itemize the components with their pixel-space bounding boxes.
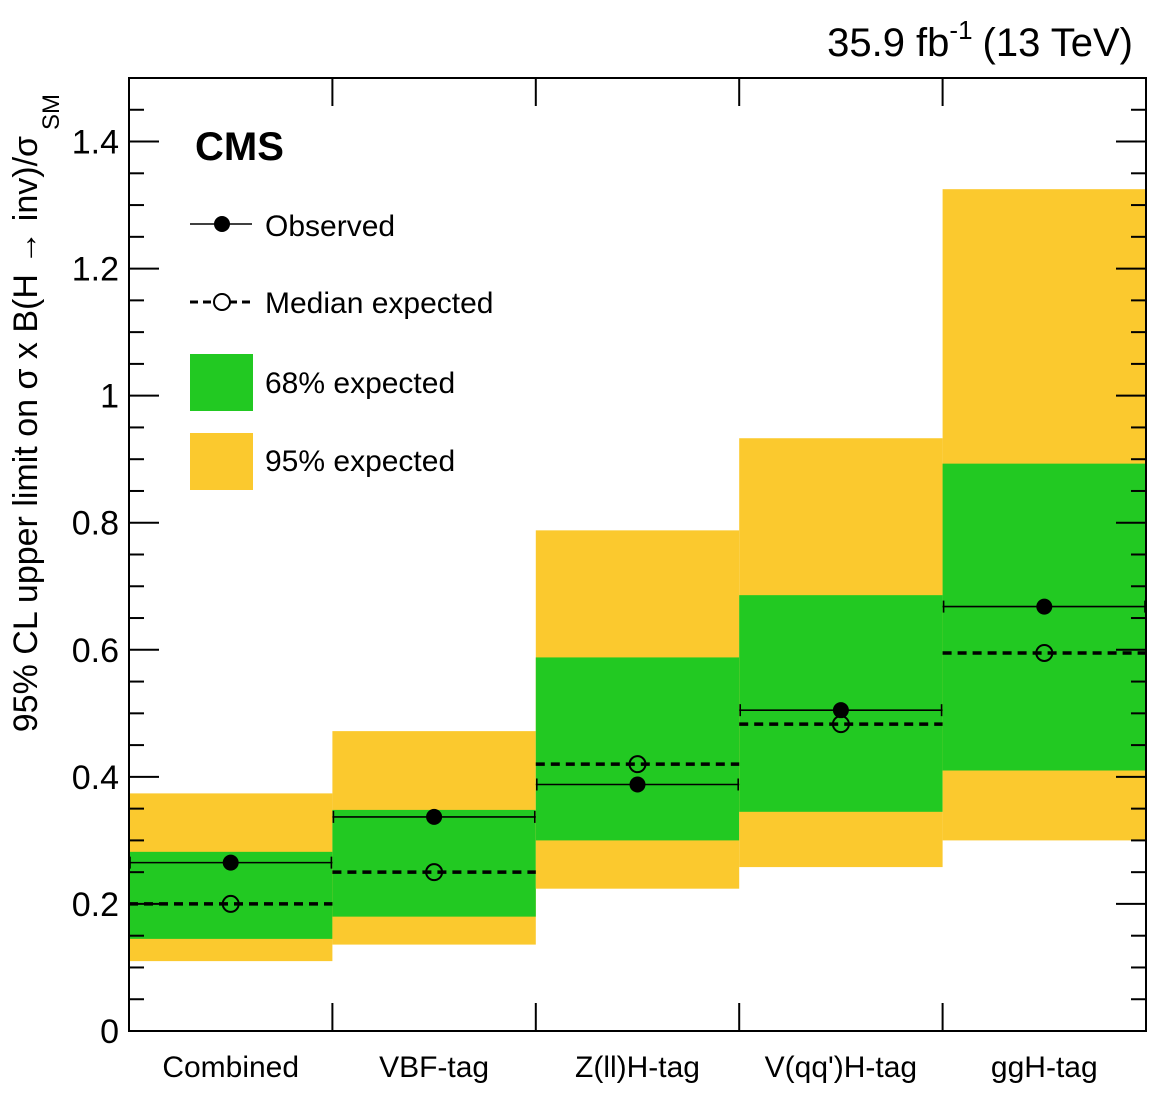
legend-95-swatch <box>190 433 253 490</box>
legend-observed-marker <box>214 216 230 232</box>
limit-lines-layer <box>129 600 1146 906</box>
experiment-label: CMS <box>195 125 284 169</box>
expected-marker-1 <box>425 863 444 882</box>
category-label-2: Z(ll)H-tag <box>575 1051 700 1084</box>
x-axis: Combined VBF-tag Z(ll)H-tag V(qq')H-tag ggH-… <box>162 78 1098 1084</box>
expected-marker-2 <box>628 755 647 774</box>
legend-observed-label: Observed <box>265 210 395 243</box>
legend-median-marker <box>213 293 231 311</box>
lumi-energy: (13 TeV) <box>983 21 1133 65</box>
y-tick-label-3: 0.6 <box>72 632 119 670</box>
y-axis-title-subscript: SM <box>38 94 65 130</box>
band-68-4 <box>942 463 1146 771</box>
observed-marker-2 <box>629 776 646 793</box>
category-label-3: V(qq')H-tag <box>765 1051 917 1084</box>
y-axis-title: 95% CL upper limit on σ x B(H → inv)/σ SM <box>7 94 65 732</box>
y-tick-label-4: 0.8 <box>72 505 119 543</box>
y-axis-title-main: 95% CL upper limit on σ x B(H → inv)/σ <box>7 136 45 732</box>
y-tick-label-5: 1 <box>100 378 119 416</box>
lumi-value: 35.9 fb <box>827 21 949 65</box>
band-68-2 <box>535 657 740 841</box>
legend: Observed Median expected 68% expected 95% e… <box>190 210 494 490</box>
y-tick-label-0: 0 <box>100 1013 119 1051</box>
legend-68-label: 68% expected <box>265 367 455 400</box>
observed-marker-0 <box>222 854 239 871</box>
legend-median-label: Median expected <box>265 287 494 320</box>
category-label-1: VBF-tag <box>379 1051 489 1084</box>
legend-95-label: 95% expected <box>265 445 455 478</box>
observed-marker-4 <box>1036 598 1053 615</box>
expected-marker-4 <box>1035 643 1054 662</box>
markers-layer <box>221 598 1054 913</box>
y-axis: 0 0.2 0.4 0.6 0.8 1 1.2 1.4 <box>72 77 1146 1051</box>
y-tick-label-6: 1.2 <box>72 251 119 289</box>
bands-layer <box>129 189 1146 962</box>
legend-68-swatch <box>190 354 253 411</box>
observed-marker-1 <box>426 808 443 825</box>
expected-marker-0 <box>221 894 240 913</box>
y-tick-label-7: 1.4 <box>72 124 119 162</box>
lumi-unit-exponent: -1 <box>949 15 972 45</box>
observed-marker-3 <box>832 702 849 719</box>
y-tick-label-1: 0.2 <box>72 886 119 924</box>
y-tick-label-2: 0.4 <box>72 759 119 797</box>
category-label-4: ggH-tag <box>991 1051 1098 1084</box>
lumi-label: 35.9 fb-1 (13 TeV) <box>827 15 1133 65</box>
category-label-0: Combined <box>162 1051 299 1084</box>
